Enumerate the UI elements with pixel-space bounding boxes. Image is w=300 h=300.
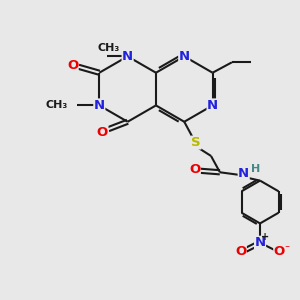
Text: N: N xyxy=(179,50,190,63)
Text: O: O xyxy=(235,245,246,258)
Text: O: O xyxy=(274,245,285,258)
Text: +: + xyxy=(261,232,269,242)
Text: N: N xyxy=(254,236,266,249)
Text: ⁻: ⁻ xyxy=(284,244,289,254)
Text: N: N xyxy=(207,99,218,112)
Text: N: N xyxy=(238,167,249,180)
Text: H: H xyxy=(251,164,260,174)
Text: N: N xyxy=(122,50,133,63)
Text: S: S xyxy=(191,136,201,149)
Text: O: O xyxy=(97,126,108,139)
Text: CH₃: CH₃ xyxy=(46,100,68,110)
Text: O: O xyxy=(67,59,78,72)
Text: CH₃: CH₃ xyxy=(97,43,119,53)
Text: N: N xyxy=(94,99,105,112)
Text: O: O xyxy=(189,163,200,176)
